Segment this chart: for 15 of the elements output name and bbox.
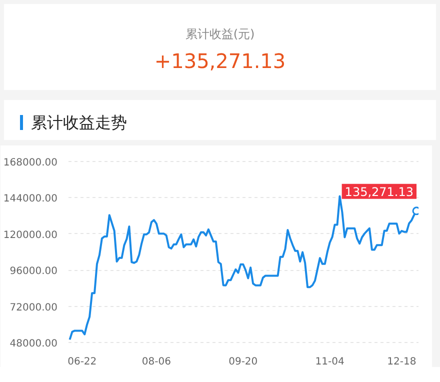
x-tick-label: 08-06 (142, 356, 171, 368)
y-tick-label: 144000.00 (3, 194, 58, 205)
annotation: 135,271.13 (344, 184, 414, 199)
chart-title: 累计收益走势 (4, 100, 436, 140)
y-tick-label: 96000.00 (10, 266, 58, 278)
x-tick-label: 09-20 (228, 356, 258, 368)
y-tick-label: 168000.00 (3, 158, 58, 169)
text: 累计收益(元) (184, 26, 256, 43)
y-tick-label: 120000.00 (3, 230, 58, 241)
y-tick-label: 48000.00 (10, 338, 58, 350)
x-tick-label: 12-18 (387, 356, 416, 368)
y-tick-label: 72000.00 (10, 302, 58, 314)
text: +135,271.13 (153, 48, 287, 76)
x-tick-label: 06-22 (68, 356, 97, 368)
x-tick-label: 11-04 (315, 356, 344, 368)
